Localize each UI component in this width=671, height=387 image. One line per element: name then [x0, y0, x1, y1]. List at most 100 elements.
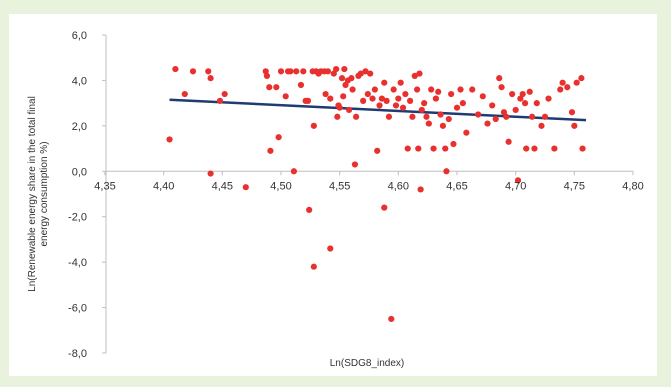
data-point: [360, 97, 367, 104]
x-tick-label: 4,75: [564, 180, 585, 192]
data-point: [352, 113, 360, 120]
data-point: [334, 113, 341, 120]
data-point: [367, 70, 374, 77]
data-point: [324, 68, 332, 75]
trendline: [169, 98, 587, 122]
data-point: [395, 95, 402, 102]
data-point: [425, 120, 432, 127]
data-point: [526, 88, 533, 95]
data-point: [509, 90, 516, 98]
data-point: [310, 122, 317, 129]
data-point: [523, 145, 530, 152]
data-point: [362, 68, 369, 75]
x-tick-label: 4,50: [270, 180, 291, 192]
data-point: [437, 111, 444, 118]
data-point: [369, 95, 376, 102]
data-point: [538, 122, 545, 129]
x-tick-label: 4,70: [505, 180, 526, 192]
data-point: [498, 84, 505, 91]
x-tick-label: 4,80: [622, 180, 643, 192]
data-point: [304, 97, 312, 104]
data-point: [406, 97, 414, 104]
y-tick-label: -4,0: [68, 257, 87, 269]
data-point: [341, 65, 348, 73]
data-point: [428, 86, 435, 93]
data-point: [457, 86, 464, 93]
data-point: [390, 86, 397, 93]
data-point: [322, 90, 329, 98]
data-point: [266, 84, 273, 91]
data-point: [531, 145, 538, 152]
data-point: [221, 90, 228, 98]
points-group: [166, 65, 586, 323]
data-point: [310, 263, 317, 270]
data-point: [416, 70, 423, 77]
y-axis-title: Ln(Renewable energy share in the total f…: [27, 96, 50, 292]
data-point: [397, 79, 404, 86]
data-point: [172, 65, 179, 73]
data-point: [578, 75, 585, 82]
data-point: [533, 100, 540, 107]
data-point: [443, 168, 450, 175]
data-point: [568, 109, 576, 116]
data-point: [475, 111, 482, 118]
data-point: [306, 206, 313, 213]
data-point: [551, 145, 558, 152]
data-point: [519, 90, 526, 98]
data-point: [300, 68, 307, 75]
data-point: [448, 90, 455, 98]
data-point: [564, 84, 571, 91]
data-point: [392, 102, 400, 109]
chart-panel: 6,0 4,0 2,0 0,0 -2,0 -4,0 -6,0 -8,0 4,35 4,40 4,45…: [9, 14, 657, 376]
data-point: [445, 115, 452, 123]
x-tick-label: 4,55: [329, 180, 350, 192]
data-point: [189, 68, 197, 75]
scatter-chart: 6,0 4,0 2,0 0,0 -2,0 -4,0 -6,0 -8,0 4,35 4,40 4,45…: [27, 30, 644, 369]
data-point: [496, 75, 503, 82]
data-point: [421, 100, 428, 107]
y-tick-label: 6,0: [72, 30, 87, 42]
x-tick-label: 4,60: [388, 180, 409, 192]
data-point: [371, 86, 378, 93]
data-point: [503, 113, 510, 120]
data-point: [512, 106, 519, 114]
axes-group: [102, 34, 634, 354]
data-point: [349, 86, 356, 93]
data-point: [409, 113, 416, 120]
data-point: [559, 79, 566, 86]
data-point: [402, 90, 409, 98]
data-point: [541, 113, 549, 120]
x-axis-title: Ln(SDG8_index): [330, 358, 404, 369]
data-point: [381, 79, 388, 86]
y-tick-label: -2,0: [68, 212, 87, 224]
labels-group: 6,0 4,0 2,0 0,0 -2,0 -4,0 -6,0 -8,0 4,35 4,40 4,45…: [27, 30, 644, 369]
data-point: [333, 65, 340, 73]
data-point: [579, 145, 586, 152]
data-point: [216, 97, 224, 104]
data-point: [573, 79, 580, 86]
data-point: [327, 245, 334, 252]
data-point: [336, 104, 343, 111]
data-point: [453, 104, 461, 111]
data-point: [463, 129, 470, 136]
data-point: [439, 122, 447, 129]
data-point: [242, 184, 249, 191]
data-point: [430, 145, 437, 152]
data-point: [275, 134, 282, 141]
y-tick-label: 4,0: [72, 75, 87, 87]
x-tick-label: 4,35: [94, 180, 115, 192]
y-tick-label: -6,0: [68, 303, 87, 315]
data-point: [484, 120, 491, 127]
data-point: [479, 93, 486, 100]
x-tick-label: 4,45: [212, 180, 233, 192]
y-tick-label: 0,0: [72, 166, 87, 178]
data-point: [351, 161, 359, 168]
data-point: [338, 75, 346, 82]
x-tick-label: 4,40: [153, 180, 174, 192]
data-point: [364, 90, 371, 98]
data-point: [399, 104, 407, 111]
data-point: [381, 204, 388, 211]
data-point: [290, 168, 298, 175]
data-point: [287, 68, 294, 75]
data-point: [557, 86, 564, 93]
